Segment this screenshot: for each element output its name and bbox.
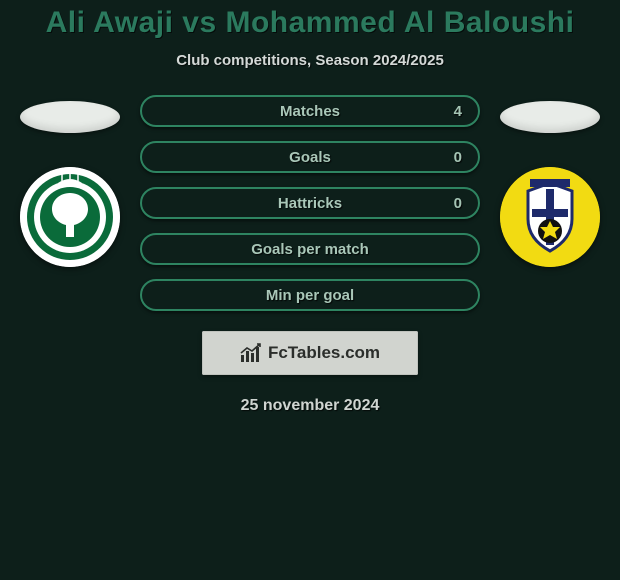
club-crest-icon [500, 167, 600, 267]
stat-value: 4 [454, 103, 462, 120]
stat-label: Min per goal [142, 287, 478, 304]
date-text: 25 november 2024 [0, 397, 620, 415]
right-club-badge [500, 167, 600, 267]
stat-label: Hattricks [142, 195, 478, 212]
right-player-column [490, 95, 610, 267]
stats-column: Matches 4 Goals 0 Hattricks 0 Goals per … [140, 95, 480, 311]
left-player-avatar-placeholder [20, 101, 120, 133]
bar-chart-icon [240, 343, 264, 363]
left-club-badge [20, 167, 120, 267]
stat-row-goals-per-match: Goals per match [140, 233, 480, 265]
stat-label: Goals [142, 149, 478, 166]
stat-label: Goals per match [142, 241, 478, 258]
stat-row-hattricks: Hattricks 0 [140, 187, 480, 219]
stat-row-matches: Matches 4 [140, 95, 480, 127]
stat-row-min-per-goal: Min per goal [140, 279, 480, 311]
right-player-avatar-placeholder [500, 101, 600, 133]
club-crest-icon [20, 167, 120, 267]
left-player-column [10, 95, 130, 267]
stat-value: 0 [454, 195, 462, 212]
stat-value: 0 [454, 149, 462, 166]
watermark: FcTables.com [202, 331, 418, 375]
watermark-text: FcTables.com [268, 343, 380, 363]
stat-row-goals: Goals 0 [140, 141, 480, 173]
page-title: Ali Awaji vs Mohammed Al Baloushi [0, 6, 620, 40]
subtitle: Club competitions, Season 2024/2025 [0, 52, 620, 69]
stat-label: Matches [142, 103, 478, 120]
comparison-layout: Matches 4 Goals 0 Hattricks 0 Goals per … [0, 95, 620, 311]
